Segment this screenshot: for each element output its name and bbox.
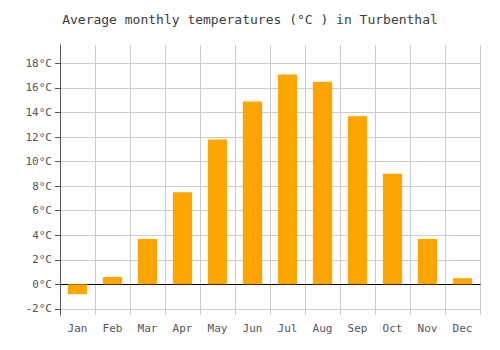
svg-text:-2°C: -2°C xyxy=(26,302,53,315)
svg-text:12°C: 12°C xyxy=(26,131,53,144)
svg-text:14°C: 14°C xyxy=(26,106,53,119)
svg-text:6°C: 6°C xyxy=(32,204,52,217)
svg-text:16°C: 16°C xyxy=(26,81,53,94)
svg-text:Feb: Feb xyxy=(103,322,123,335)
svg-text:Jan: Jan xyxy=(68,322,88,335)
svg-text:8°C: 8°C xyxy=(32,180,52,193)
svg-text:10°C: 10°C xyxy=(26,155,53,168)
svg-text:4°C: 4°C xyxy=(32,229,52,242)
svg-text:Mar: Mar xyxy=(138,322,158,335)
svg-text:0°C: 0°C xyxy=(32,278,52,291)
svg-text:Jun: Jun xyxy=(243,322,263,335)
svg-text:18°C: 18°C xyxy=(26,57,53,70)
svg-text:Average monthly temperatures (: Average monthly temperatures (°C ) in Tu… xyxy=(62,12,438,27)
svg-text:Dec: Dec xyxy=(453,322,473,335)
svg-text:Nov: Nov xyxy=(418,322,438,335)
svg-text:Oct: Oct xyxy=(383,322,403,335)
svg-text:May: May xyxy=(208,322,228,335)
svg-text:Aug: Aug xyxy=(313,322,333,335)
svg-text:Apr: Apr xyxy=(173,322,193,335)
svg-text:Jul: Jul xyxy=(278,322,298,335)
svg-text:Sep: Sep xyxy=(348,322,368,335)
svg-text:2°C: 2°C xyxy=(32,253,52,266)
